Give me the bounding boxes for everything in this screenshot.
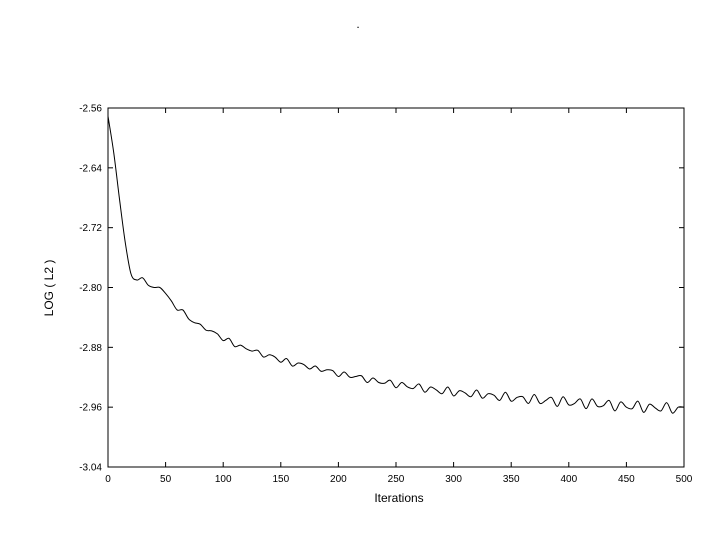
y-tick-label: -2.80 — [79, 283, 102, 294]
y-tick-label: -3.04 — [79, 463, 102, 474]
y-tick-label: -2.64 — [79, 163, 102, 174]
x-tick-label: 250 — [388, 474, 405, 485]
x-tick-label: 400 — [560, 474, 577, 485]
x-axis-title: Iterations — [374, 491, 423, 505]
y-tick-label: -2.96 — [79, 403, 102, 414]
x-axis: 0 50 100 150 200 250 300 350 400 450 500 — [105, 108, 693, 485]
y-axis: -2.56 -2.64 -2.72 -2.80 -2.88 -2.96 -3.04 — [79, 104, 684, 474]
x-tick-label: 450 — [618, 474, 635, 485]
plot-area — [107, 107, 685, 468]
y-axis-title: LOG ( L2 ) — [42, 260, 56, 317]
series-line — [107, 116, 685, 414]
x-tick-label: 200 — [330, 474, 347, 485]
x-tick-label: 100 — [215, 474, 232, 485]
x-tick-label: 500 — [676, 474, 693, 485]
plot-frame — [107, 107, 685, 468]
x-tick-label: 350 — [503, 474, 520, 485]
y-tick-label: -2.88 — [79, 343, 102, 354]
chart-title: . — [356, 17, 359, 31]
y-tick-label: -2.72 — [79, 223, 102, 234]
x-tick-label: 50 — [160, 474, 172, 485]
x-tick-label: 0 — [105, 474, 111, 485]
y-tick-label: -2.56 — [79, 104, 102, 115]
x-tick-label: 300 — [445, 474, 462, 485]
x-tick-label: 150 — [272, 474, 289, 485]
